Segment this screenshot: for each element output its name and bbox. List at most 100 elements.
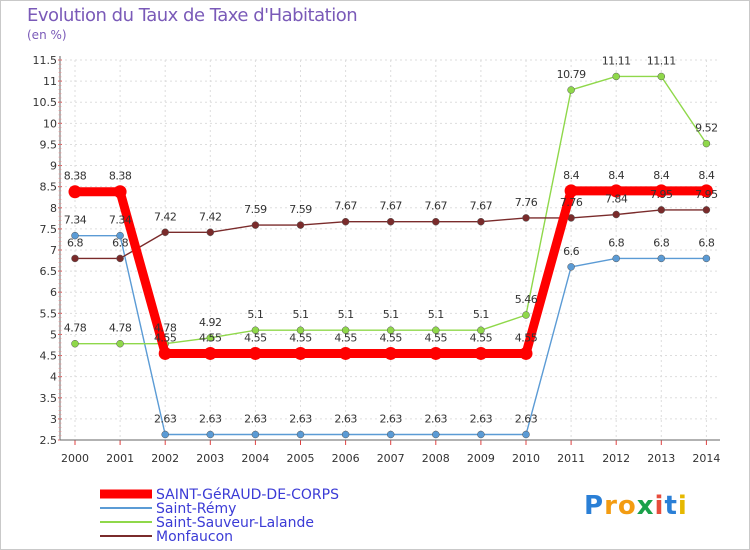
brand-letter: i bbox=[677, 491, 688, 521]
data-point-3 bbox=[477, 217, 485, 226]
data-label: 6.8 bbox=[608, 236, 624, 249]
x-tick-label: 2004 bbox=[241, 452, 269, 465]
data-point-1 bbox=[386, 430, 395, 439]
data-label: 4.55 bbox=[425, 331, 448, 344]
data-point-1 bbox=[657, 254, 666, 263]
data-point-2 bbox=[477, 326, 485, 334]
data-label: 2.63 bbox=[425, 413, 448, 426]
data-point-1 bbox=[71, 231, 79, 240]
y-tick-label: 7.5 bbox=[40, 223, 58, 236]
series-lines bbox=[68, 72, 713, 439]
data-label: 7.67 bbox=[425, 200, 448, 213]
y-tick-label: 3.5 bbox=[40, 392, 58, 405]
y-tick-label: 8 bbox=[50, 202, 57, 215]
data-point-0 bbox=[158, 346, 172, 360]
data-label: 6.6 bbox=[563, 245, 579, 258]
data-point-0 bbox=[609, 184, 623, 198]
legend-label: Saint-Sauveur-Lalande bbox=[156, 515, 314, 531]
data-label: 2.63 bbox=[379, 413, 402, 426]
data-point-1 bbox=[567, 263, 575, 271]
x-tick-label: 2006 bbox=[332, 452, 360, 465]
data-point-3 bbox=[612, 210, 620, 219]
data-point-1 bbox=[296, 430, 305, 439]
data-label: 5.46 bbox=[515, 293, 538, 306]
data-point-3 bbox=[657, 206, 666, 214]
data-point-2 bbox=[522, 311, 530, 319]
data-label: 5.1 bbox=[338, 308, 354, 321]
x-tick-label: 2010 bbox=[512, 452, 540, 465]
data-label: 5.1 bbox=[428, 308, 444, 321]
x-tick-label: 2000 bbox=[61, 452, 89, 465]
data-point-1 bbox=[477, 430, 485, 439]
brand-letter: P bbox=[584, 491, 605, 521]
legend-label: Saint-Rémy bbox=[156, 501, 236, 517]
data-point-0 bbox=[654, 184, 668, 198]
x-tick-label: 2003 bbox=[196, 452, 224, 465]
chart-unit: (en %) bbox=[27, 28, 67, 42]
data-label: 2.63 bbox=[515, 413, 538, 426]
data-label: 8.4 bbox=[698, 169, 714, 182]
data-point-1 bbox=[251, 430, 260, 439]
data-point-1 bbox=[161, 430, 169, 439]
brand-letter: i bbox=[654, 491, 665, 521]
chart-title: Evolution du Taux de Taxe d'Habitation bbox=[27, 5, 358, 26]
brand-letter: x bbox=[636, 491, 655, 521]
data-label: 7.76 bbox=[515, 196, 538, 209]
data-label: 2.63 bbox=[470, 413, 493, 426]
y-tick-label: 5 bbox=[50, 328, 57, 341]
data-point-0 bbox=[429, 346, 443, 360]
data-point-0 bbox=[474, 346, 488, 360]
data-label: 8.4 bbox=[608, 169, 624, 182]
data-point-2 bbox=[206, 334, 215, 342]
data-label: 2.63 bbox=[244, 413, 267, 426]
y-tick-label: 7 bbox=[50, 244, 57, 257]
legend-label: SAINT-GéRAUD-DE-CORPS bbox=[156, 487, 339, 503]
data-point-1 bbox=[702, 254, 711, 263]
x-tick-label: 2009 bbox=[467, 452, 495, 465]
data-point-0 bbox=[113, 185, 127, 199]
x-tick-label: 2012 bbox=[602, 452, 630, 465]
y-axis: 2.5 3 3.5 4 4.5 5 5.5 6 6.5 7 7.5 8 8.5 9 9.5 10 10.5 11 1… bbox=[33, 54, 62, 447]
data-label: 7.76 bbox=[560, 196, 583, 209]
data-label: 2.63 bbox=[154, 413, 177, 426]
data-point-3 bbox=[116, 254, 124, 263]
data-point-3 bbox=[341, 217, 350, 226]
data-label: 7.34 bbox=[109, 214, 132, 227]
data-label: 4.55 bbox=[199, 331, 222, 344]
data-label: 7.84 bbox=[605, 193, 628, 206]
data-label: 7.67 bbox=[379, 200, 402, 213]
x-tick-label: 2007 bbox=[377, 452, 405, 465]
x-tick-label: 2005 bbox=[287, 452, 315, 465]
y-tick-label: 5.5 bbox=[40, 307, 58, 320]
data-point-3 bbox=[522, 214, 530, 222]
y-tick-label: 4 bbox=[50, 371, 57, 384]
data-label: 4.55 bbox=[379, 331, 402, 344]
data-label: 6.8 bbox=[698, 236, 714, 249]
brand-letter: t bbox=[664, 491, 678, 521]
y-tick-label: 2.5 bbox=[40, 434, 58, 447]
y-tick-label: 6.5 bbox=[40, 265, 58, 278]
data-point-0 bbox=[384, 346, 398, 360]
data-label: 7.42 bbox=[199, 210, 222, 223]
data-label: 5.1 bbox=[473, 308, 489, 321]
y-tick-label: 11.5 bbox=[33, 54, 58, 67]
data-label: 7.67 bbox=[334, 200, 357, 213]
x-tick-label: 2001 bbox=[106, 452, 134, 465]
data-point-0 bbox=[339, 346, 353, 360]
y-tick-label: 9 bbox=[50, 160, 57, 173]
data-point-1 bbox=[116, 231, 124, 240]
y-tick-label: 6 bbox=[50, 286, 57, 299]
data-label: 7.34 bbox=[64, 214, 87, 227]
data-point-0 bbox=[203, 346, 217, 360]
data-point-0 bbox=[519, 346, 533, 360]
data-point-2 bbox=[432, 326, 440, 334]
data-label: 7.95 bbox=[695, 188, 718, 201]
data-label: 6.8 bbox=[67, 236, 83, 249]
data-point-1 bbox=[612, 254, 620, 263]
data-point-3 bbox=[71, 254, 79, 263]
data-point-1 bbox=[341, 430, 350, 439]
x-tick-label: 2002 bbox=[151, 452, 179, 465]
data-label: 5.1 bbox=[383, 308, 399, 321]
